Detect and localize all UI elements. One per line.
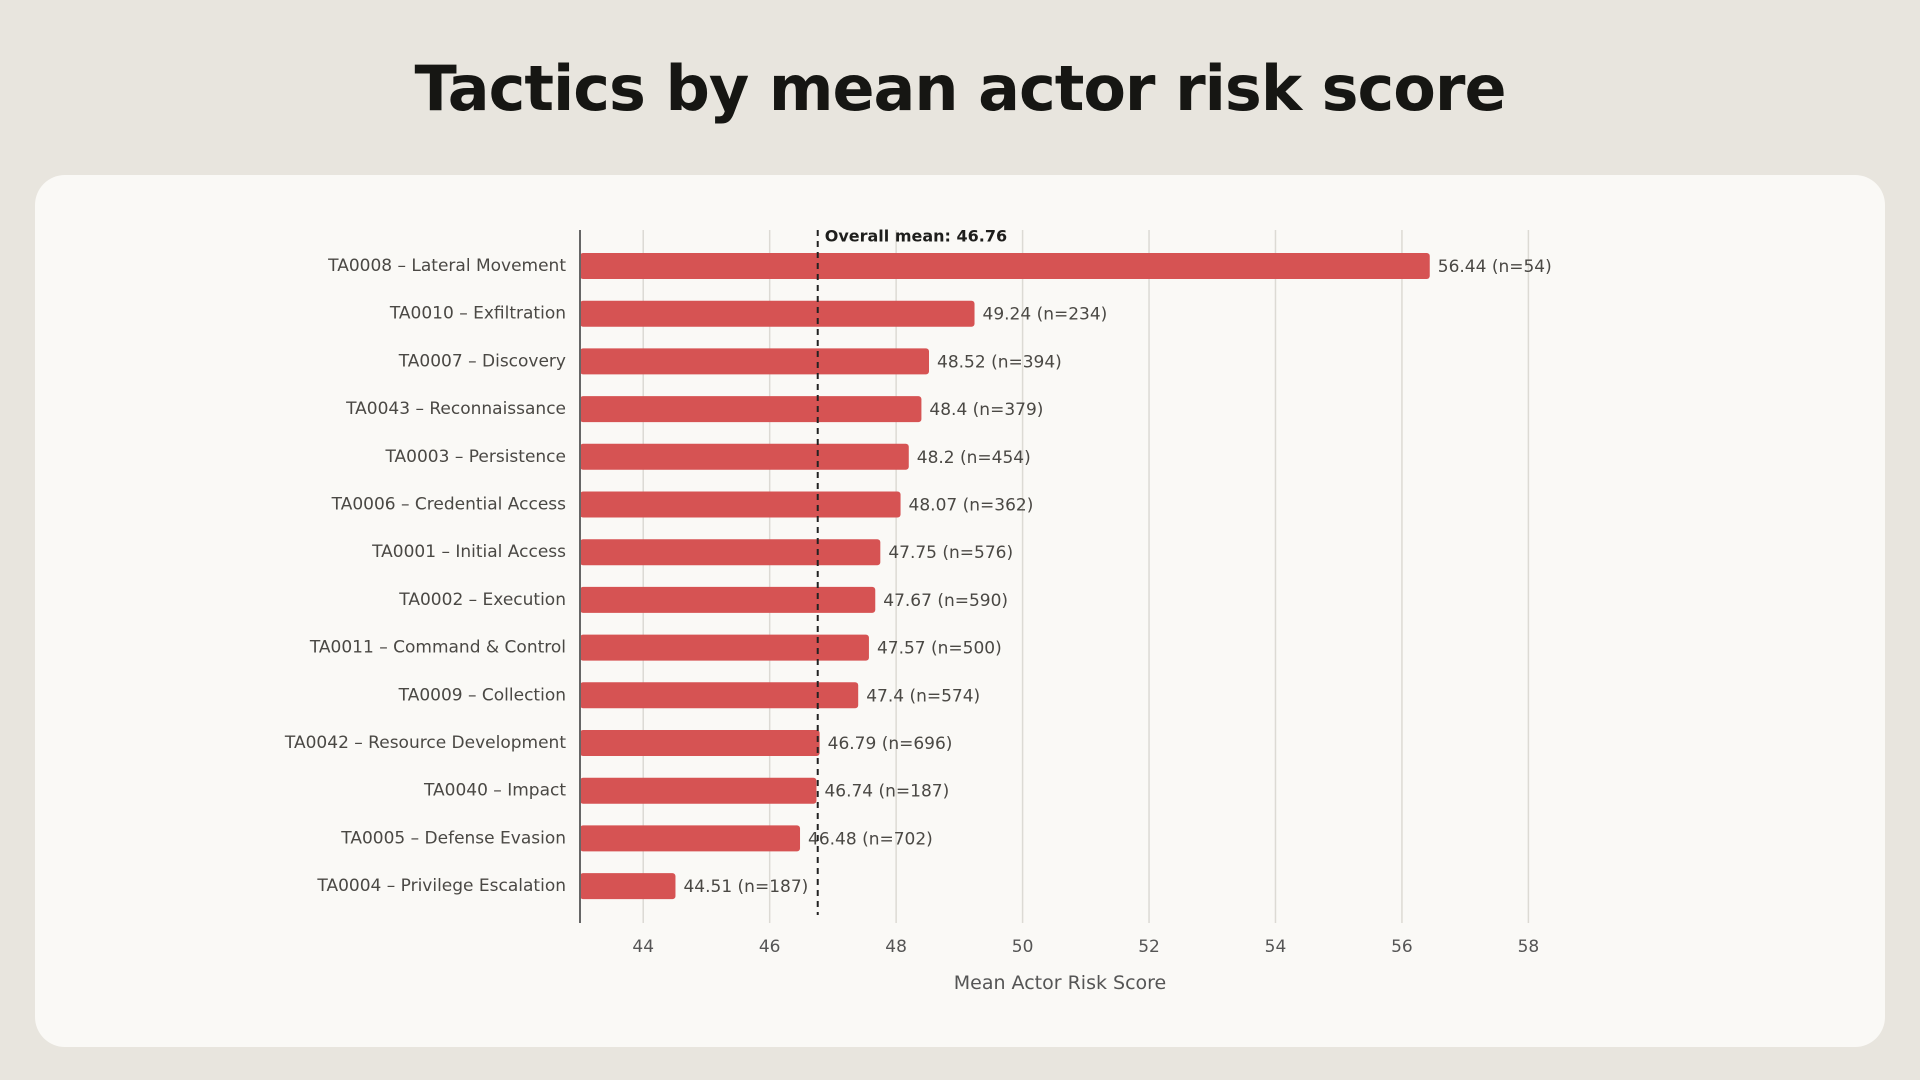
category-label: TA0003 – Persistence bbox=[384, 447, 566, 467]
data-label: 47.4 (n=574) bbox=[866, 686, 980, 706]
bar bbox=[580, 300, 975, 327]
category-label: TA0011 – Command & Control bbox=[309, 638, 566, 658]
chart-card: TA0008 – Lateral Movement 56.44 (n=54) TA0… bbox=[35, 175, 1885, 1047]
category-label: TA0043 – Reconnaissance bbox=[345, 399, 566, 419]
data-label: 46.74 (n=187) bbox=[824, 782, 949, 802]
bar bbox=[580, 586, 876, 613]
data-label: 48.4 (n=379) bbox=[929, 400, 1043, 420]
bar bbox=[580, 253, 1430, 279]
x-tick-label: 46 bbox=[759, 937, 781, 957]
bar bbox=[580, 634, 869, 661]
category-label: TA0001 – Initial Access bbox=[371, 542, 566, 562]
x-axis-title: Mean Actor Risk Score bbox=[954, 972, 1166, 994]
bar bbox=[580, 443, 909, 470]
x-tick-label: 44 bbox=[632, 937, 654, 957]
bar bbox=[580, 730, 820, 756]
data-label: 46.48 (n=702) bbox=[808, 829, 933, 849]
category-label: TA0004 – Privilege Escalation bbox=[316, 876, 566, 896]
data-label: 48.2 (n=454) bbox=[917, 448, 1031, 468]
data-label: 48.07 (n=362) bbox=[909, 496, 1034, 516]
category-label: TA0002 – Execution bbox=[398, 590, 566, 610]
category-label: TA0042 – Resource Development bbox=[284, 733, 566, 753]
bar bbox=[580, 396, 922, 423]
category-label: TA0006 – Credential Access bbox=[331, 495, 567, 515]
x-tick-label: 52 bbox=[1138, 937, 1160, 957]
data-label: 49.24 (n=234) bbox=[983, 305, 1108, 325]
x-tick-label: 48 bbox=[885, 937, 907, 957]
x-tick-label: 50 bbox=[1012, 937, 1034, 957]
mean-label: Overall mean: 46.76 bbox=[825, 227, 1007, 246]
category-label: TA0008 – Lateral Movement bbox=[327, 256, 566, 276]
data-label: 47.67 (n=590) bbox=[883, 591, 1008, 611]
data-label: 56.44 (n=54) bbox=[1438, 257, 1552, 277]
data-label: 44.51 (n=187) bbox=[683, 877, 808, 897]
x-tick-label: 56 bbox=[1391, 937, 1413, 957]
bar bbox=[580, 539, 881, 566]
bar bbox=[580, 825, 801, 852]
x-tick-label: 58 bbox=[1518, 937, 1540, 957]
data-label: 46.79 (n=696) bbox=[828, 734, 953, 754]
category-label: TA0007 – Discovery bbox=[398, 351, 566, 371]
category-label: TA0010 – Exfiltration bbox=[389, 304, 566, 324]
data-label: 47.57 (n=500) bbox=[877, 639, 1002, 659]
bar-chart: TA0008 – Lateral Movement 56.44 (n=54) TA0… bbox=[284, 227, 1552, 995]
bar bbox=[580, 873, 676, 900]
bar bbox=[580, 777, 817, 804]
category-label: TA0009 – Collection bbox=[398, 685, 566, 705]
bar bbox=[580, 682, 859, 709]
data-label: 48.52 (n=394) bbox=[937, 352, 1062, 372]
page-title: Tactics by mean actor risk score bbox=[414, 52, 1506, 125]
bar bbox=[580, 348, 930, 375]
category-label: TA0040 – Impact bbox=[423, 781, 566, 801]
category-label: TA0005 – Defense Evasion bbox=[340, 828, 566, 848]
bar bbox=[580, 491, 901, 518]
x-tick-label: 54 bbox=[1265, 937, 1287, 957]
data-label: 47.75 (n=576) bbox=[888, 543, 1013, 563]
